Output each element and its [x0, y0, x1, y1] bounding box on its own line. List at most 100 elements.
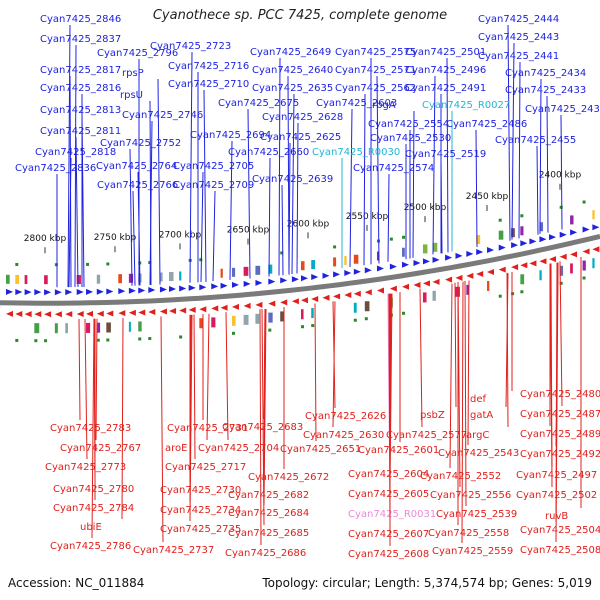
reverse-gene-label: Cyan7425_2684	[228, 508, 309, 519]
forward-gene-arrow	[291, 276, 299, 283]
cog-bar	[353, 302, 357, 313]
reverse-gene-arrow	[128, 309, 136, 316]
forward-gene-arrow	[353, 268, 361, 275]
tick-label: 2650 kbp	[227, 225, 270, 235]
forward-gene-arrow	[231, 281, 239, 288]
reverse-gene-label: Cyan7425_2730	[160, 485, 241, 496]
label-leader-line	[454, 282, 457, 408]
reverse-gene-label: Cyan7425_2773	[45, 462, 126, 473]
forward-gene-arrow	[402, 261, 410, 268]
label-leader-line	[268, 157, 271, 277]
cog-bar	[353, 254, 359, 264]
cog-bar	[592, 258, 595, 269]
genome-summary-text: Topology: circular; Length: 5,374,574 bp…	[262, 576, 592, 590]
reverse-gene-arrow	[159, 308, 167, 315]
forward-gene-label: Cyan7425_2491	[405, 83, 486, 94]
reverse-gene-label: Cyan7425_2608	[348, 549, 429, 560]
forward-gene-arrow	[422, 258, 430, 265]
gc-dot	[559, 205, 563, 209]
label-leader-line	[559, 261, 563, 407]
cog-bar	[179, 271, 182, 281]
reverse-gene-arrow	[570, 251, 578, 258]
reverse-gene-label: def	[470, 394, 487, 405]
label-leader-line	[78, 318, 81, 421]
forward-gene-label: Cyan7425_2705	[173, 161, 254, 172]
label-leader-line	[203, 89, 207, 282]
forward-gene-label: Cyan7425_2434	[505, 68, 586, 79]
reverse-gene-label: Cyan7425_2558	[428, 528, 509, 539]
forward-gene-label: Cyan7425_2816	[40, 83, 121, 94]
gc-dot	[353, 318, 357, 322]
forward-gene-arrow	[559, 231, 567, 238]
forward-gene-label: Cyan7425_2796	[97, 48, 178, 59]
label-leader-line	[261, 309, 265, 526]
label-leader-line	[419, 288, 423, 428]
gc-dot	[34, 339, 38, 343]
forward-gene-arrow	[466, 250, 474, 257]
label-leader-line	[193, 314, 196, 460]
forward-gene-arrow	[34, 289, 42, 296]
gc-dot	[15, 338, 19, 342]
gc-dot	[582, 276, 586, 280]
forward-gene-arrow	[582, 226, 590, 233]
forward-gene-label: Cyan7425_2635	[252, 83, 333, 94]
reverse-gene-arrow	[466, 272, 474, 279]
cog-bar	[511, 228, 515, 238]
reverse-gene-label: Cyan7425_2780	[53, 484, 134, 495]
tick-label: 2700 kbp	[159, 230, 202, 240]
reverse-gene-arrow	[487, 268, 495, 275]
label-leader-line	[518, 61, 521, 239]
forward-gene-label: Cyan7425_2443	[478, 32, 559, 43]
reverse-gene-arrow	[445, 276, 453, 283]
label-leader-line	[550, 263, 553, 488]
label-leader-line	[229, 140, 233, 280]
forward-gene-label: Cyan7425_2813	[40, 105, 121, 116]
forward-gene-arrow	[413, 259, 421, 266]
reverse-gene-arrow	[44, 311, 52, 318]
reverse-gene-arrow	[333, 293, 341, 300]
reverse-gene-label: Cyan7425_2672	[248, 472, 329, 483]
reverse-gene-label: Cyan7425_2552	[420, 471, 501, 482]
forward-gene-label: Cyan7425_2575	[335, 47, 416, 58]
reverse-gene-arrow	[65, 311, 73, 318]
reverse-gene-label: Cyan7425_2601	[358, 445, 439, 456]
gc-dot	[44, 339, 48, 343]
reverse-gene-label: Cyan7425_2556	[430, 490, 511, 501]
forward-gene-arrow	[432, 256, 440, 263]
reverse-gene-arrow	[422, 280, 430, 287]
forward-gene-label: Cyan7425_2766	[97, 180, 178, 191]
cog-bar	[255, 313, 260, 324]
forward-gene-arrow	[549, 234, 557, 241]
forward-gene-label: rpsU	[120, 90, 143, 101]
reverse-gene-arrow	[179, 307, 187, 314]
label-leader-line	[440, 159, 443, 254]
gc-dot	[106, 262, 110, 266]
reverse-gene-label: argC	[466, 430, 489, 441]
forward-gene-label: Cyan7425_2752	[100, 138, 181, 149]
label-leader-line	[95, 318, 98, 441]
reverse-gene-arrow	[188, 306, 196, 313]
forward-gene-label: Cyan7425_2694	[190, 130, 271, 141]
gc-dot	[54, 263, 58, 267]
cog-bar	[243, 314, 249, 325]
reverse-gene-label: psbZ	[420, 410, 445, 421]
cog-bar	[466, 284, 470, 295]
forward-gene-arrow	[529, 238, 537, 245]
reverse-gene-label: Cyan7425_2539	[436, 509, 517, 520]
reverse-gene-label: Cyan7425_2492	[520, 449, 600, 460]
forward-gene-label: Cyan7425_2660	[228, 147, 309, 158]
gc-dot	[498, 294, 502, 298]
label-leader-line	[278, 57, 281, 276]
forward-gene-label: Cyan7425_2723	[150, 41, 231, 52]
label-leader-line	[314, 303, 317, 442]
cog-bar	[96, 274, 101, 284]
forward-gene-label: Cyan7425_2625	[260, 132, 341, 143]
gc-dot	[511, 292, 515, 296]
forward-gene-arrow	[179, 285, 187, 292]
cog-bar	[333, 257, 337, 267]
gc-dot	[148, 337, 152, 341]
reverse-gene-label: Cyan7425_2605	[348, 489, 429, 500]
accession-text: Accession: NC_011884	[8, 576, 145, 590]
label-leader-line	[475, 129, 478, 248]
